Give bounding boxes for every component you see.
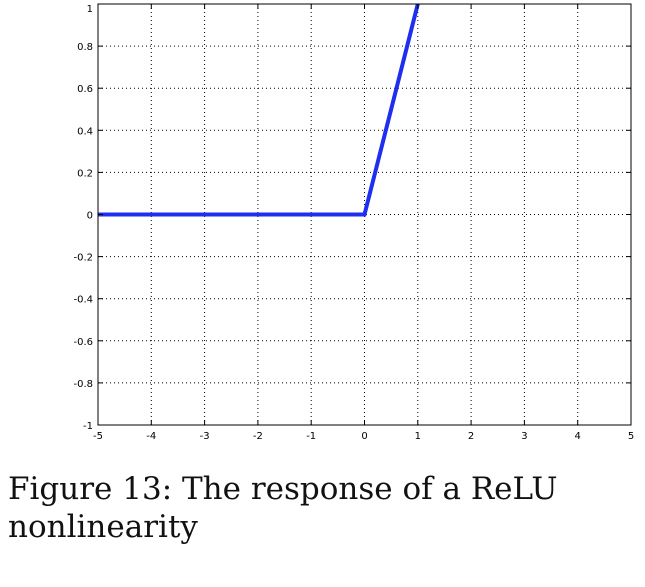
y-tick-label: -1	[83, 421, 93, 432]
x-tick-label: 4	[575, 431, 581, 442]
y-tick-label: -0.8	[73, 379, 93, 390]
y-tick-label: 0.2	[77, 168, 93, 179]
x-tick-label: 1	[415, 431, 421, 442]
x-tick-label: 3	[521, 431, 527, 442]
y-tick-label: -0.6	[73, 337, 93, 348]
y-tick-label: 0	[87, 211, 93, 222]
x-tick-label: -5	[93, 431, 103, 442]
y-tick-label: 0.8	[77, 42, 93, 53]
x-tick-label: 2	[468, 431, 474, 442]
x-tick-label: -1	[306, 431, 316, 442]
y-tick-label: 1	[87, 4, 93, 15]
relu-chart: -5 -4 -3 -2 -1 0 1 2 3 4 5 -1 -0.8 -0.6 -0.4 -0.2 0 0.2 0…	[73, 3, 634, 442]
x-tick-label: -2	[253, 431, 263, 442]
grid-lines	[98, 4, 631, 425]
x-tick-label: 0	[361, 431, 367, 442]
x-tick-labels: -5 -4 -3 -2 -1 0 1 2 3 4 5	[93, 431, 634, 442]
x-tick-label: 5	[628, 431, 634, 442]
y-tick-label: 0.4	[77, 126, 93, 137]
x-tick-label: -4	[146, 431, 156, 442]
y-tick-labels: -1 -0.8 -0.6 -0.4 -0.2 0 0.2 0.4 0.6 0.8 1	[73, 4, 93, 432]
y-tick-label: -0.2	[73, 253, 93, 264]
series-layer	[98, 3, 420, 217]
figure-caption: Figure 13: The response of a ReLU nonlin…	[8, 471, 558, 545]
y-tick-label: -0.4	[73, 295, 93, 306]
x-tick-label: -3	[200, 431, 210, 442]
y-tick-label: 0.6	[77, 84, 93, 95]
relu-series-line	[98, 3, 420, 217]
tick-marks	[97, 3, 632, 426]
